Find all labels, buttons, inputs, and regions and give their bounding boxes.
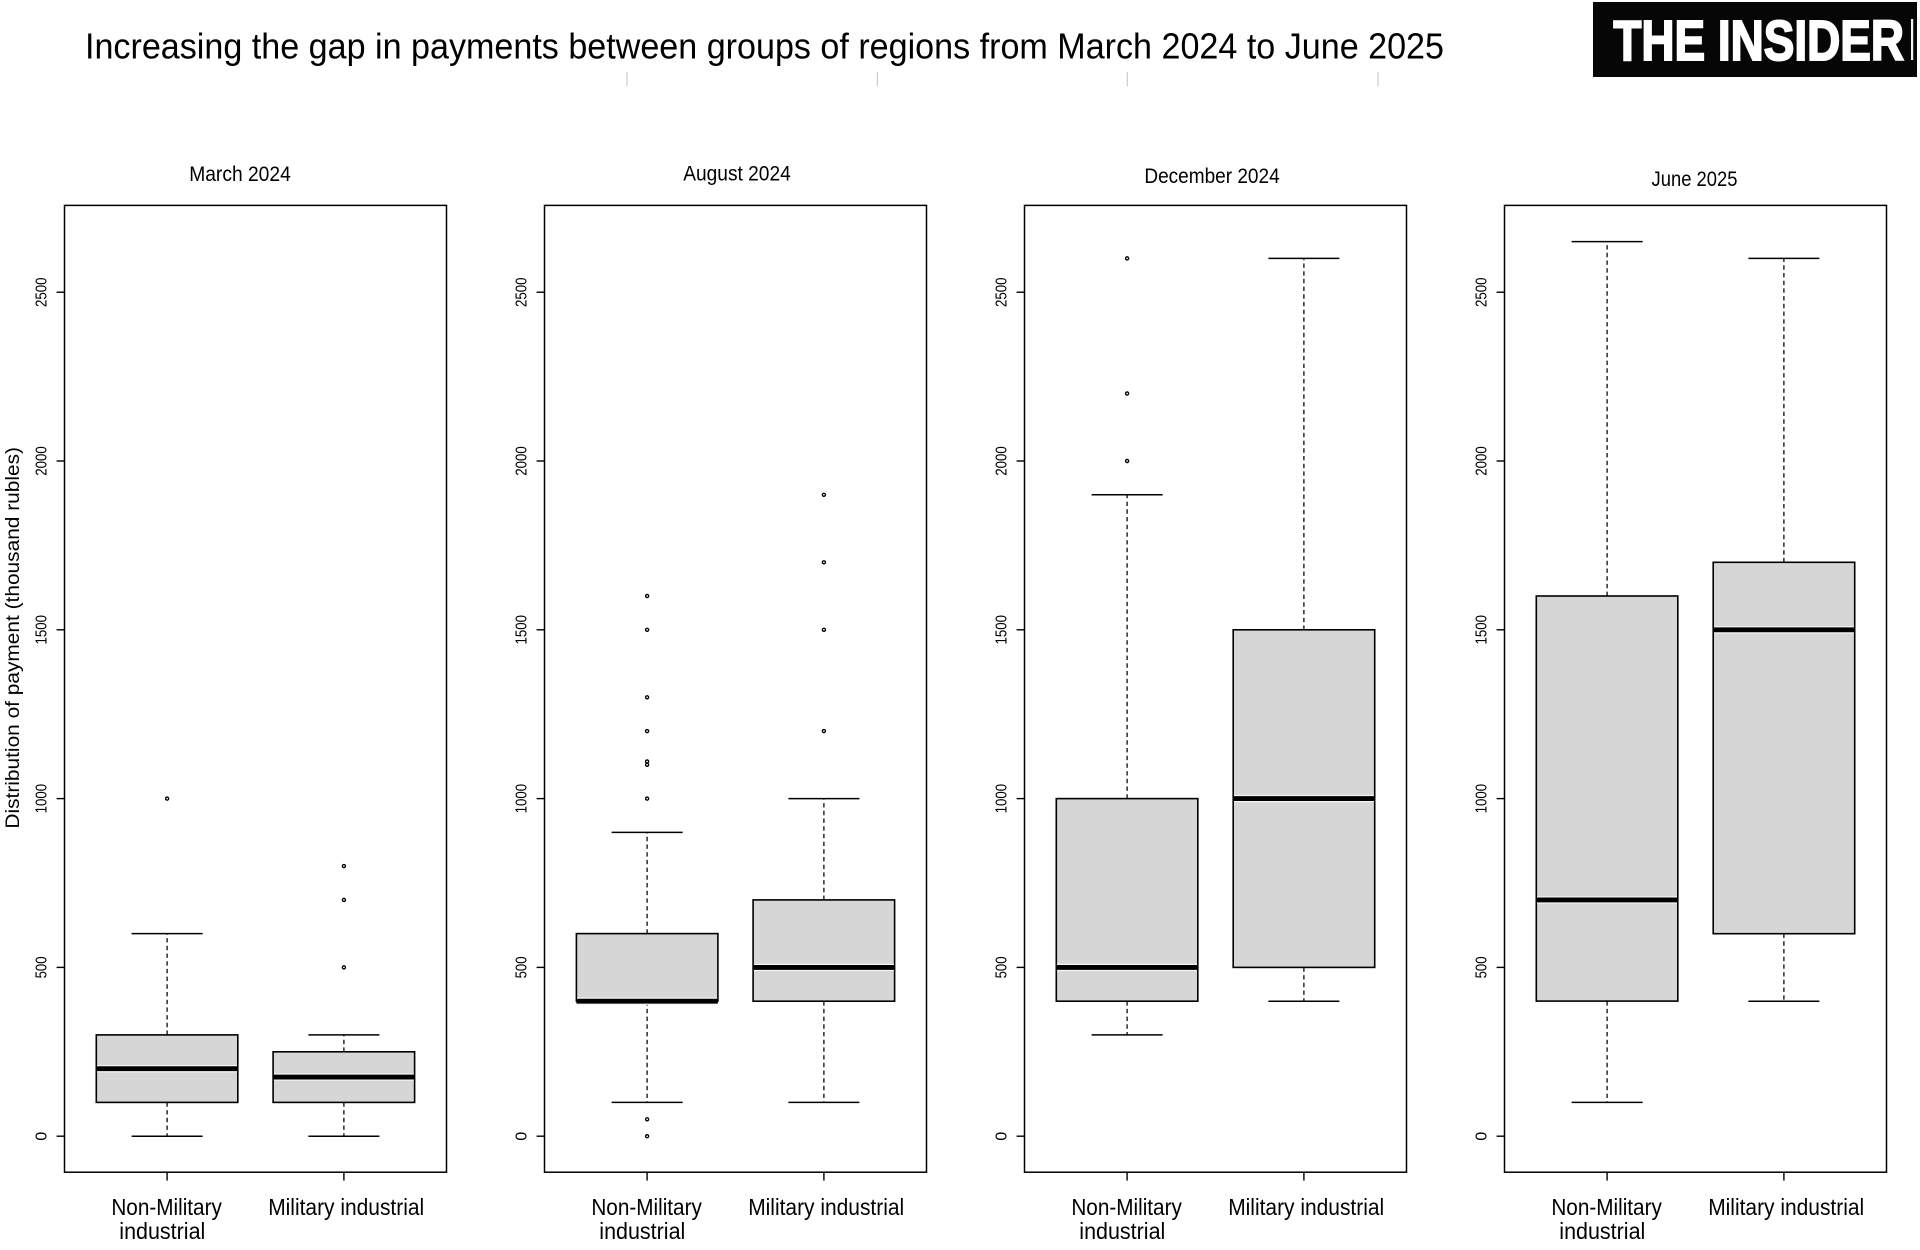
svg-text:December 2024: December 2024 xyxy=(1144,165,1280,188)
svg-text:2000: 2000 xyxy=(993,446,1010,476)
svg-text:0: 0 xyxy=(1473,1131,1490,1140)
svg-text:1500: 1500 xyxy=(33,615,50,645)
svg-text:0: 0 xyxy=(513,1131,530,1140)
svg-text:industrial: industrial xyxy=(1559,1218,1645,1244)
svg-text:2500: 2500 xyxy=(993,277,1010,307)
svg-text:1000: 1000 xyxy=(513,784,530,814)
svg-text:industrial: industrial xyxy=(599,1218,685,1244)
svg-text:Non-Military: Non-Military xyxy=(1071,1194,1182,1220)
svg-text:500: 500 xyxy=(993,956,1010,978)
svg-text:500: 500 xyxy=(1473,956,1490,978)
svg-text:2500: 2500 xyxy=(513,277,530,307)
svg-text:500: 500 xyxy=(513,956,530,978)
svg-text:2000: 2000 xyxy=(513,446,530,476)
svg-text:August 2024: August 2024 xyxy=(683,163,791,186)
svg-text:industrial: industrial xyxy=(1079,1218,1165,1244)
svg-text:Military industrial: Military industrial xyxy=(748,1194,904,1220)
svg-text:Non-Military: Non-Military xyxy=(1551,1194,1662,1220)
svg-text:1000: 1000 xyxy=(33,784,50,814)
svg-text:Non-Military: Non-Military xyxy=(591,1194,702,1220)
svg-text:1000: 1000 xyxy=(993,784,1010,814)
svg-text:1500: 1500 xyxy=(1473,615,1490,645)
svg-text:Military industrial: Military industrial xyxy=(1708,1194,1864,1220)
svg-text:Military industrial: Military industrial xyxy=(268,1194,424,1220)
svg-text:THE INSIDER: THE INSIDER xyxy=(1613,9,1904,73)
svg-text:Increasing the gap in payments: Increasing the gap in payments between g… xyxy=(85,26,1444,67)
svg-text:1500: 1500 xyxy=(513,615,530,645)
svg-text:Non-Military: Non-Military xyxy=(111,1194,222,1220)
svg-text:0: 0 xyxy=(993,1131,1010,1140)
svg-text:June 2025: June 2025 xyxy=(1652,168,1738,191)
svg-text:1000: 1000 xyxy=(1473,784,1490,814)
svg-text:Distribution of payment (thous: Distribution of payment (thousand rubles… xyxy=(2,447,24,829)
svg-text:500: 500 xyxy=(33,956,50,978)
svg-text:March 2024: March 2024 xyxy=(189,163,291,186)
svg-text:0: 0 xyxy=(33,1131,50,1140)
svg-text:2000: 2000 xyxy=(1473,446,1490,476)
svg-text:industrial: industrial xyxy=(119,1218,205,1244)
svg-text:2500: 2500 xyxy=(33,277,50,307)
svg-text:2000: 2000 xyxy=(33,446,50,476)
svg-text:2500: 2500 xyxy=(1473,277,1490,307)
svg-text:1500: 1500 xyxy=(993,615,1010,645)
svg-text:Military industrial: Military industrial xyxy=(1228,1194,1384,1220)
